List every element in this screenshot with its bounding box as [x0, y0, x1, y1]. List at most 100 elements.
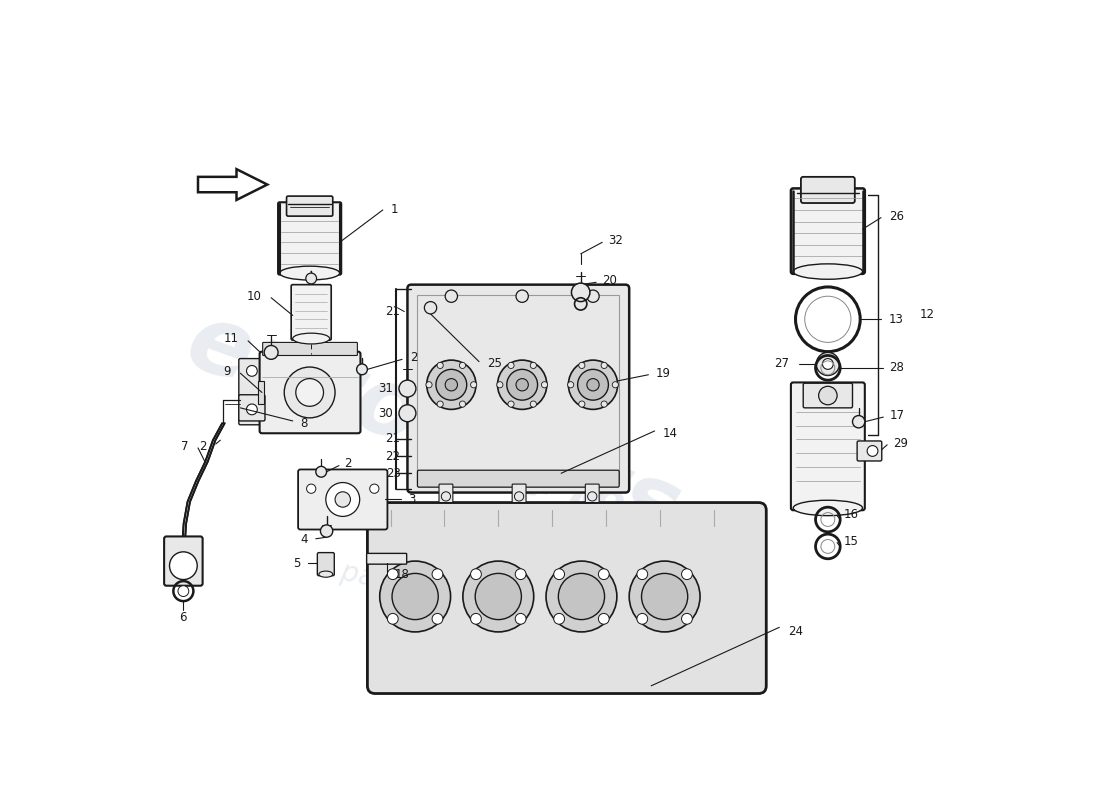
FancyBboxPatch shape [803, 383, 852, 408]
Circle shape [425, 302, 437, 314]
FancyBboxPatch shape [439, 484, 453, 502]
Circle shape [578, 370, 608, 400]
Circle shape [387, 614, 398, 624]
Polygon shape [198, 169, 267, 200]
Text: 1: 1 [390, 203, 398, 217]
Circle shape [867, 446, 878, 456]
Text: euroParts: euroParts [174, 295, 692, 559]
Ellipse shape [279, 266, 340, 280]
Circle shape [306, 273, 317, 284]
Circle shape [587, 378, 600, 391]
Text: 27: 27 [774, 358, 790, 370]
Text: 15: 15 [844, 534, 858, 547]
Circle shape [613, 382, 618, 388]
Circle shape [637, 569, 648, 579]
Circle shape [541, 382, 548, 388]
Circle shape [852, 415, 865, 428]
Circle shape [515, 569, 526, 579]
Text: 29: 29 [893, 437, 909, 450]
Circle shape [169, 552, 197, 579]
Circle shape [637, 614, 648, 624]
Circle shape [497, 382, 503, 388]
Circle shape [356, 364, 367, 374]
FancyBboxPatch shape [513, 484, 526, 502]
Text: 18: 18 [395, 569, 409, 582]
Circle shape [432, 614, 443, 624]
Circle shape [568, 382, 574, 388]
Text: 9: 9 [223, 365, 231, 378]
FancyBboxPatch shape [298, 470, 387, 530]
Text: 21: 21 [385, 432, 400, 445]
Circle shape [326, 482, 360, 517]
Circle shape [823, 358, 834, 370]
Text: 8: 8 [300, 417, 308, 430]
Circle shape [816, 353, 839, 375]
Circle shape [399, 380, 416, 397]
FancyBboxPatch shape [585, 484, 600, 502]
Circle shape [246, 366, 257, 376]
Text: 10: 10 [248, 290, 262, 302]
FancyBboxPatch shape [801, 177, 855, 203]
Circle shape [641, 574, 688, 619]
Circle shape [629, 561, 700, 632]
FancyBboxPatch shape [407, 285, 629, 493]
Circle shape [515, 492, 524, 501]
Ellipse shape [319, 571, 332, 578]
Text: 12: 12 [920, 308, 935, 321]
Circle shape [463, 561, 534, 632]
Text: 31: 31 [378, 382, 393, 395]
Circle shape [579, 362, 585, 369]
Circle shape [446, 378, 458, 391]
Text: 26: 26 [889, 210, 904, 222]
Circle shape [508, 362, 514, 369]
FancyBboxPatch shape [164, 537, 202, 586]
Circle shape [546, 561, 617, 632]
Circle shape [569, 360, 618, 410]
FancyBboxPatch shape [418, 470, 619, 487]
FancyBboxPatch shape [278, 202, 341, 274]
FancyBboxPatch shape [318, 553, 334, 576]
Circle shape [559, 574, 605, 619]
Circle shape [587, 492, 597, 501]
Circle shape [460, 401, 465, 407]
Circle shape [471, 382, 476, 388]
Circle shape [441, 492, 451, 501]
Circle shape [336, 492, 351, 507]
Circle shape [370, 484, 378, 494]
Text: 3: 3 [408, 493, 416, 506]
Text: 22: 22 [385, 450, 400, 463]
Circle shape [516, 378, 528, 391]
Circle shape [507, 370, 538, 400]
Text: 4: 4 [300, 533, 308, 546]
Circle shape [437, 401, 443, 407]
Circle shape [475, 574, 521, 619]
Ellipse shape [293, 333, 330, 344]
Circle shape [587, 290, 600, 302]
Text: 23: 23 [386, 467, 400, 480]
Text: 32: 32 [608, 234, 624, 247]
Circle shape [426, 382, 432, 388]
FancyBboxPatch shape [791, 382, 865, 510]
Circle shape [399, 405, 416, 422]
Circle shape [516, 290, 528, 302]
Bar [258, 381, 264, 404]
Circle shape [379, 561, 451, 632]
Text: 19: 19 [656, 366, 671, 380]
Circle shape [530, 401, 537, 407]
Text: 25: 25 [486, 358, 502, 370]
Text: 16: 16 [844, 508, 858, 521]
Circle shape [316, 466, 327, 477]
Text: 28: 28 [890, 362, 904, 374]
Text: 6: 6 [179, 610, 187, 624]
Circle shape [471, 569, 482, 579]
Text: 2: 2 [199, 440, 207, 453]
FancyBboxPatch shape [263, 342, 358, 355]
Circle shape [178, 586, 189, 597]
Circle shape [515, 614, 526, 624]
Text: a passion for performance: a passion for performance [312, 553, 676, 656]
Circle shape [432, 569, 443, 579]
Circle shape [392, 574, 438, 619]
Circle shape [320, 525, 333, 538]
Text: 20: 20 [603, 274, 617, 287]
FancyBboxPatch shape [292, 285, 331, 340]
